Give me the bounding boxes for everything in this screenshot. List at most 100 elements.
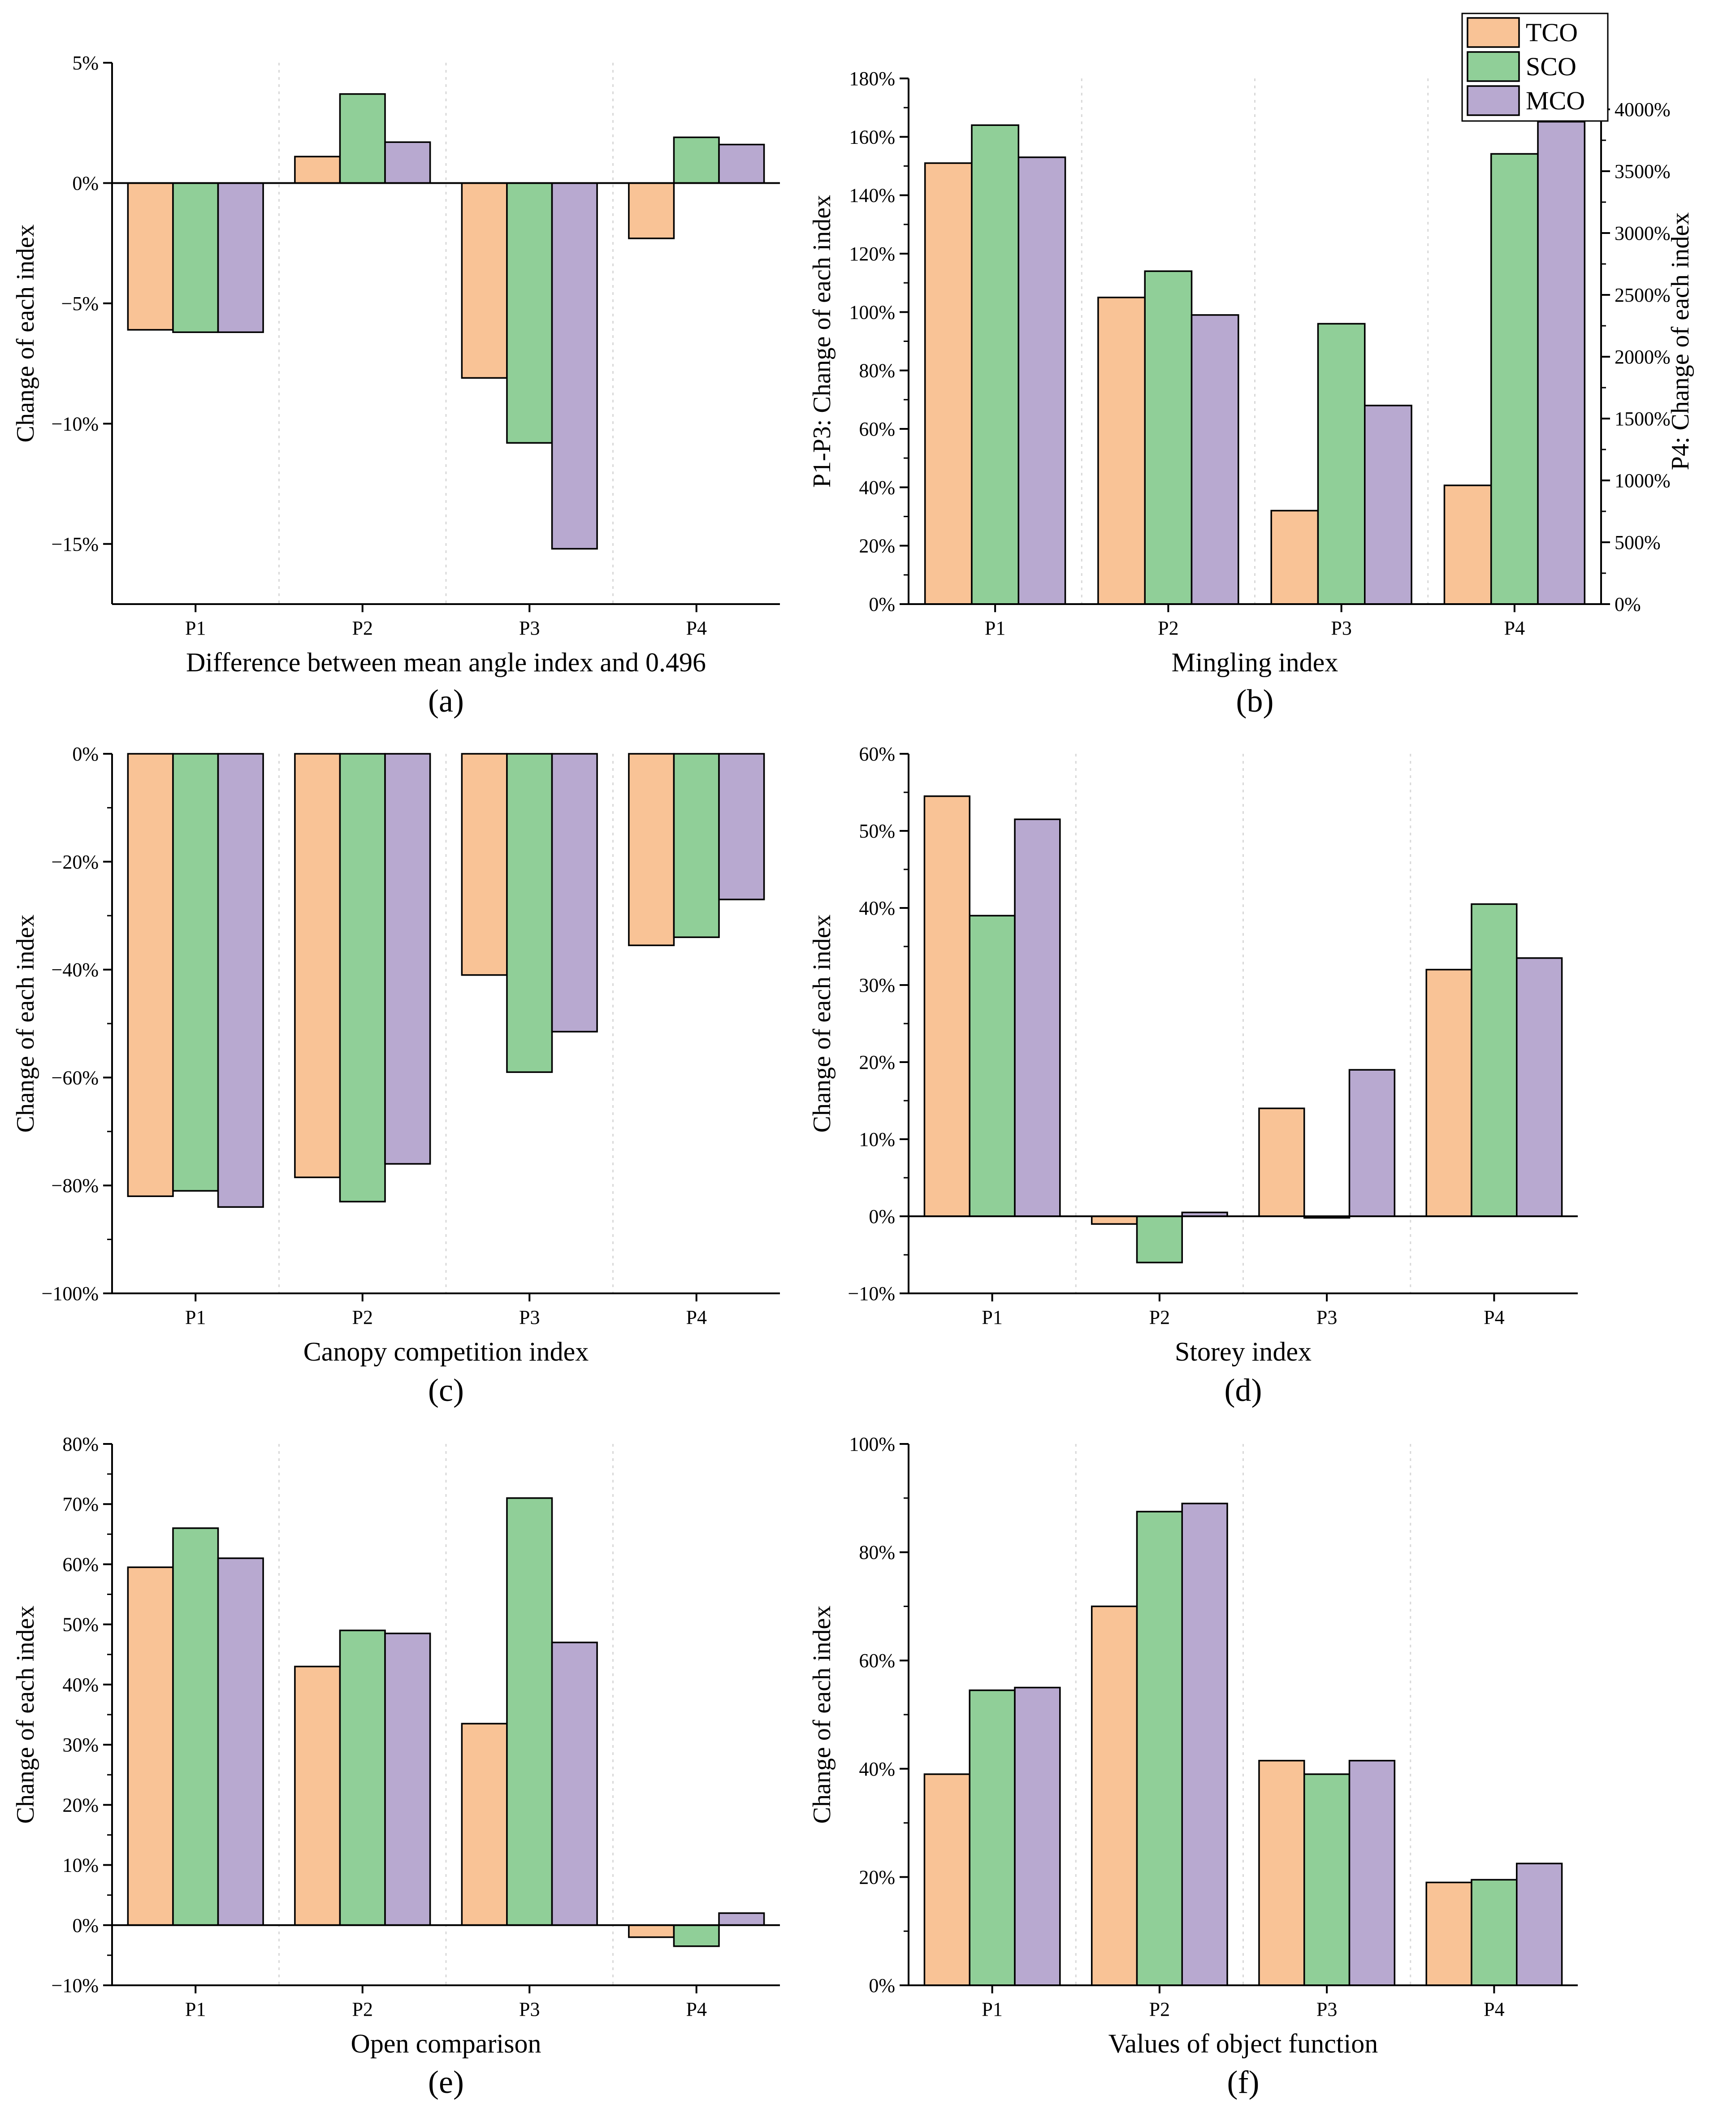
bar-sco-p2 [339, 753, 386, 1203]
panel-c: 0% −20% −40% −60% −80% −100% P1 P2 P3 P4 Canopy co… [12, 743, 780, 1408]
panel-label: (a) [428, 683, 464, 719]
y-tick-label: 70% [62, 1493, 99, 1515]
y-tick-label: 20% [859, 1866, 895, 1888]
x-tick-label: P1 [985, 617, 1005, 639]
bar-tco-p2 [1091, 1605, 1138, 1986]
y-axis-label: Change of each index [12, 915, 39, 1133]
y-right-tick-label: 2500% [1615, 284, 1671, 306]
bar-mco-p3 [1348, 1759, 1396, 1986]
bar-sco-p3 [1317, 323, 1366, 605]
bar-mco-p4 [1516, 1863, 1563, 1986]
y-axis-label: Change of each index [808, 1606, 836, 1824]
bar-sco-p1 [172, 753, 219, 1192]
bar-mco-p1 [1014, 818, 1061, 1217]
panel-a: 5% 0% −5% −10% −15% P1 P2 P3 P4 Difference betwee… [12, 52, 780, 719]
y-axis-label: Change of each index [12, 225, 39, 443]
bar-mco-p2 [384, 1633, 431, 1926]
y-tick-label: 0% [869, 593, 895, 615]
bar-mco-p1 [1014, 1686, 1061, 1986]
x-axis-label: Storey index [1175, 1337, 1312, 1366]
bar-sco-p1 [172, 182, 219, 333]
bar-tco-p2 [1097, 297, 1146, 605]
bar-tco-p4 [1425, 1881, 1472, 1986]
y-tick-label: −15% [52, 533, 99, 555]
bar-tco-p3 [1270, 510, 1319, 605]
bar-sco-p2 [1136, 1511, 1183, 1986]
x-tick-label: P3 [519, 1306, 540, 1328]
x-tick-label: P1 [982, 1306, 1002, 1328]
bar-mco-p2 [1181, 1503, 1228, 1986]
panel-d: 60% 50% 40% 30% 20% 10% 0% −10% P1 P2 P3 P4 Storey i… [808, 743, 1578, 1408]
bar-sco-p1 [969, 915, 1016, 1217]
x-tick-label: P3 [519, 617, 540, 639]
bar-mco-p4 [718, 753, 765, 900]
panel-label: (d) [1225, 1372, 1262, 1408]
plots: 5% 0% −5% −10% −15% P1 P2 P3 P4 Difference betwee… [12, 52, 1694, 2100]
bar-mco-p4 [718, 143, 765, 184]
y-right-tick-label: 2000% [1615, 346, 1671, 368]
bar-mco-p3 [1364, 405, 1412, 605]
bar-tco-p4 [1425, 968, 1472, 1217]
y-tick-label: 120% [849, 243, 895, 265]
bar-sco-p1 [172, 1527, 219, 1926]
bar-tco-p4 [628, 1924, 675, 1938]
x-tick-label: P1 [185, 1998, 206, 2020]
bar-tco-p2 [294, 156, 341, 184]
legend: TCO SCO MCO [1461, 13, 1609, 122]
y-right-tick-label: 3000% [1615, 222, 1671, 244]
bar-sco-p3 [506, 182, 553, 444]
bar-tco-p3 [461, 1723, 508, 1926]
bar-mco-p2 [384, 753, 431, 1165]
bar-tco-p1 [924, 162, 973, 605]
x-tick-label: P2 [352, 1998, 373, 2020]
bar-mco-p4 [1537, 121, 1586, 605]
y-tick-label: 140% [849, 185, 895, 207]
bar-sco-p3 [506, 1497, 553, 1926]
legend-label-sco: SCO [1526, 52, 1576, 81]
y-tick-label: 40% [859, 1758, 895, 1780]
bar-mco-p1 [1017, 156, 1066, 605]
y-tick-label: −60% [52, 1067, 99, 1089]
bar-tco-p1 [127, 182, 174, 331]
x-tick-label: P4 [686, 617, 707, 639]
bar-sco-p2 [339, 93, 386, 184]
y-tick-label: 100% [849, 1433, 895, 1455]
x-tick-label: P2 [352, 1306, 373, 1328]
y-axis-label: P1-P3: Change of each index [808, 195, 836, 488]
bar-mco-p1 [217, 1557, 264, 1926]
bar-sco-p4 [673, 136, 720, 184]
y-tick-label: 0% [72, 1915, 99, 1936]
y-tick-label: 0% [869, 1975, 895, 1997]
y-tick-label: 40% [62, 1674, 99, 1696]
legend-label-tco: TCO [1526, 18, 1578, 47]
x-tick-label: P4 [1484, 1998, 1504, 2020]
bar-tco-p2 [294, 1665, 341, 1926]
y-tick-label: 40% [859, 897, 895, 919]
x-tick-label: P3 [1316, 1998, 1337, 2020]
panel-label: (e) [428, 2064, 464, 2100]
bar-sco-p2 [1144, 270, 1193, 605]
legend-swatch-mco [1467, 85, 1520, 116]
y-tick-label: 10% [859, 1128, 895, 1150]
bar-tco-p4 [628, 182, 675, 239]
panel-label: (c) [428, 1372, 464, 1408]
x-axis-label: Canopy competition index [303, 1337, 589, 1366]
x-tick-label: P4 [1484, 1306, 1504, 1328]
bar-tco-p4 [1443, 484, 1492, 605]
bar-mco-p2 [1191, 314, 1239, 605]
y-tick-label: −80% [52, 1175, 99, 1197]
y-tick-label: 0% [72, 743, 99, 765]
bar-sco-p4 [1490, 153, 1539, 605]
y-right-tick-label: 500% [1615, 532, 1661, 553]
bar-sco-p4 [673, 1924, 720, 1947]
bar-mco-p1 [217, 182, 264, 333]
bar-tco-p3 [461, 182, 508, 379]
panel-label: (b) [1236, 683, 1274, 719]
y-tick-label: 0% [72, 172, 99, 194]
y-tick-label: −20% [52, 851, 99, 873]
y-tick-label: 160% [849, 126, 895, 148]
bar-mco-p4 [718, 1912, 765, 1926]
bar-mco-p3 [551, 182, 598, 550]
bar-tco-p4 [628, 753, 675, 946]
